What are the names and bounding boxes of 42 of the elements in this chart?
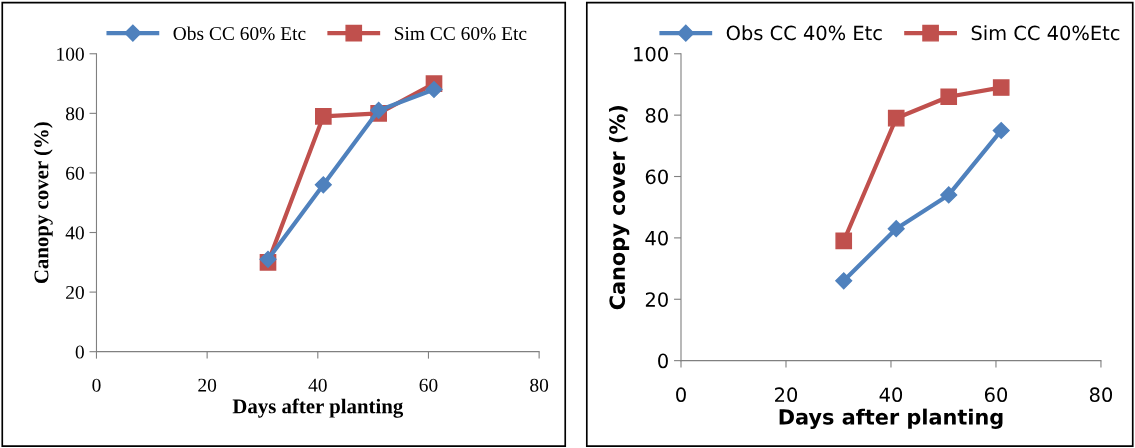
x-tick-label: 20 [775,387,798,403]
y-tick-label: 100 [57,47,84,61]
legend-label: Obs CC 40% Etc [726,25,882,41]
point [835,232,853,250]
x-tick-label: 60 [984,387,1008,403]
y-tick-label: 80 [645,108,668,123]
point [940,186,958,204]
y-tick-label: 60 [645,169,668,185]
point [425,80,443,99]
y-axis-title: Canopy cover (%) [33,122,53,284]
x-tick-label: 80 [530,378,549,392]
x-tick-label: 80 [1089,387,1113,403]
x-tick-label: 0 [92,378,101,392]
y-tick-label: 20 [645,292,668,307]
legend-label: Obs CC 60% Etc [173,26,306,41]
x-tick-label: 40 [308,378,327,392]
y-tick-label: 80 [65,107,84,121]
x-axis-title: Days after planting [232,398,404,418]
point [992,79,1010,96]
y-tick-label: 40 [645,230,668,246]
y-tick-label: 40 [65,226,84,240]
x-tick-label: 40 [879,387,903,403]
x-tick-label: 60 [419,378,438,392]
x-axis-title: Days after planting [779,408,1003,429]
y-tick-label: 100 [634,46,668,62]
x-tick-label: 20 [198,378,217,392]
point [992,121,1010,140]
point [887,220,905,238]
point [835,272,853,290]
y-axis-title: Canopy cover (%) [609,105,630,310]
y-tick-label: 0 [75,345,84,359]
point [940,88,958,106]
point [370,101,388,119]
y-tick-label: 0 [658,353,668,369]
point [314,107,332,125]
x-tick-label: 0 [676,387,686,403]
legend-label: Sim CC 60% Etc [394,26,527,41]
point [887,109,905,127]
y-tick-label: 60 [66,166,84,180]
legend-label: Sim CC 40%Etc [971,25,1120,41]
point [314,176,332,194]
y-tick-label: 20 [66,285,84,300]
